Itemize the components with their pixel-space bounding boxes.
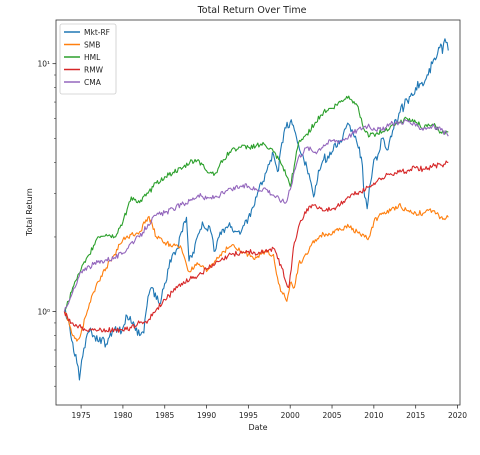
legend-label-rmw: RMW xyxy=(84,65,104,74)
x-tick-label: 2000 xyxy=(281,411,300,420)
legend-label-hml: HML xyxy=(84,53,101,62)
legend-label-cma: CMA xyxy=(84,78,102,87)
y-axis-label: Total Return xyxy=(25,188,34,237)
plot-frame xyxy=(55,19,461,406)
x-axis-label: Date xyxy=(248,423,267,432)
x-axis: 1975 1980 1985 1990 1995 2000 2005 2010 2015 2020 xyxy=(72,405,467,420)
x-tick-label: 2010 xyxy=(364,411,383,420)
series-line-rmw xyxy=(63,160,449,333)
x-tick-label: 1975 xyxy=(72,411,91,420)
x-tick-label: 1980 xyxy=(113,411,132,420)
legend-label-mkt-rf: Mkt-RF xyxy=(84,28,110,37)
legend-label-smb: SMB xyxy=(84,40,100,49)
x-tick-label: 2015 xyxy=(406,411,425,420)
series-line-cma xyxy=(63,119,449,312)
legend-box xyxy=(59,23,117,95)
series-line-smb xyxy=(63,202,449,342)
legend: Mkt-RF SMB HML RMW CMA xyxy=(59,23,117,95)
x-tick-label: 2005 xyxy=(322,411,341,420)
y-tick-label: 10⁰ xyxy=(37,308,50,317)
x-tick-label: 1985 xyxy=(155,411,174,420)
series-line-mkt-rf xyxy=(63,38,449,381)
x-tick-label: 1995 xyxy=(239,411,258,420)
y-axis: 10⁰ 10¹ xyxy=(37,60,56,387)
series-line-hml xyxy=(63,95,449,312)
y-tick-label: 10¹ xyxy=(37,60,50,69)
x-tick-label: 2020 xyxy=(448,411,467,420)
plot-lines xyxy=(63,38,449,381)
chart-title: Total Return Over Time xyxy=(197,5,307,16)
x-tick-label: 1990 xyxy=(197,411,216,420)
